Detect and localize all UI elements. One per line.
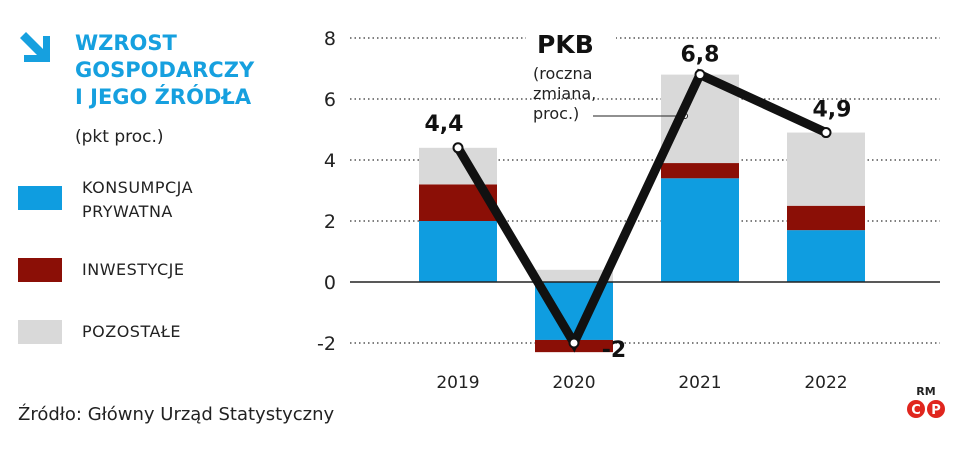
y-tick-label: 8 [324,28,336,50]
copyright-symbol: P [931,403,941,418]
y-tick-label: 6 [324,89,336,111]
y-tick-label: 0 [324,272,336,294]
x-tick-label: 2020 [552,373,595,393]
x-tick-label: 2021 [678,373,721,393]
legend-label-line: POZOSTAŁE [82,322,182,341]
bar-2022-series-2 [787,205,865,231]
legend-swatch-pozostale [18,320,62,344]
pkb-annotation-title: PKB [537,30,594,59]
y-tick-label: -2 [317,333,336,355]
legend-item-pozostale: POZOSTAŁE [18,320,181,344]
pkb-point [452,142,464,154]
bar-2021-series-1 [661,178,739,282]
credit-block: RM C P [906,385,946,424]
pkb-data-label: 6,8 [681,43,720,68]
title-line-1: WZROST [75,31,177,55]
bar-2022-series-3 [787,132,865,206]
y-tick-label: 4 [324,150,336,172]
legend-item-konsumpcja: KONSUMPCJA PRYWATNA [18,176,193,224]
x-tick-label: 2019 [436,373,479,393]
pkb-data-label: 4,4 [425,112,464,137]
author-initials: RM [916,385,936,398]
title-line-2: GOSPODARCZY [75,58,255,82]
bar-2022-series-1 [787,230,865,282]
bar-2019-series-1 [419,221,497,282]
copyright-symbol: C [911,403,921,418]
legend-label-line: KONSUMPCJA [82,178,194,197]
arrow-down-right-icon [20,32,50,62]
y-tick-label: 2 [324,211,336,233]
source-note: Źródło: Główny Urząd Statystyczny [18,404,335,425]
pkb-title-background [526,27,616,63]
legend-swatch-konsumpcja [18,186,62,210]
pkb-annotation-line-3: proc.) [533,104,579,123]
bar-2020-series-3 [535,269,613,282]
x-tick-label: 2022 [804,373,847,393]
pkb-point [820,127,832,139]
pkb-point [694,69,706,81]
pkb-line [454,68,828,353]
copyright-icon: C P [907,400,945,418]
pkb-point [568,337,580,349]
units-label: (pkt proc.) [75,127,164,147]
title-line-3: I JEGO ŹRÓDŁA [75,85,252,109]
bar-2021-series-2 [661,163,739,179]
legend-label-inwestycje: INWESTYCJE [82,258,184,282]
legend-label-line: PRYWATNA [82,202,173,221]
legend-item-inwestycje: INWESTYCJE [18,258,184,282]
legend-label-line: INWESTYCJE [82,260,185,279]
legend-label-konsumpcja: KONSUMPCJA PRYWATNA [82,176,193,224]
legend-label-pozostale: POZOSTAŁE [82,320,181,344]
pkb-annotation-line-1: (roczna [533,64,592,83]
pkb-data-label: -2 [602,338,626,363]
chart-title: WZROST GOSPODARCZY I JEGO ŹRÓDŁA [75,30,305,111]
legend-swatch-inwestycje [18,258,62,282]
pkb-annotation-line-2: zmiana, [533,84,596,103]
pkb-data-label: 4,9 [813,98,852,123]
